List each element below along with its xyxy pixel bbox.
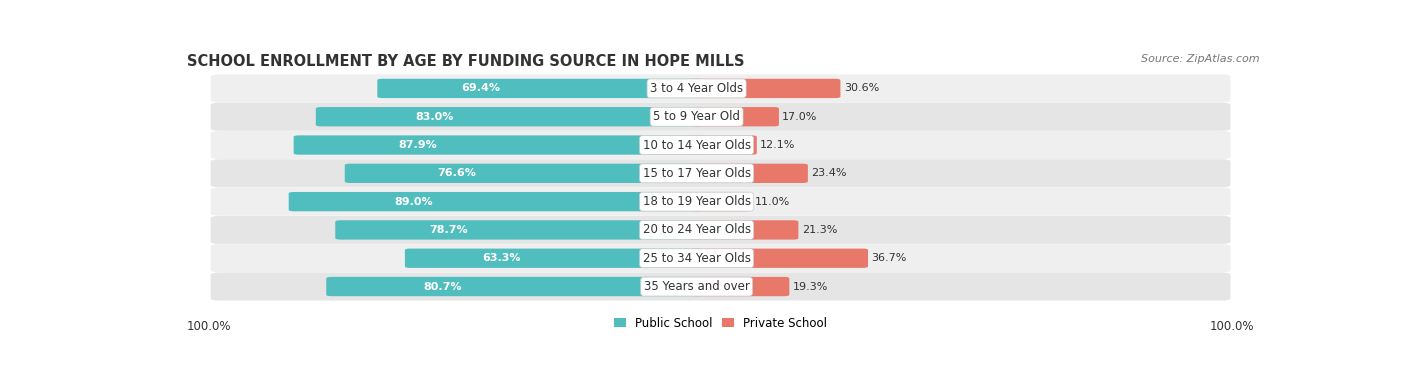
Text: 25 to 34 Year Olds: 25 to 34 Year Olds — [643, 252, 751, 265]
Text: 87.9%: 87.9% — [398, 140, 437, 150]
FancyBboxPatch shape — [692, 248, 868, 268]
FancyBboxPatch shape — [211, 273, 1230, 300]
Text: 12.1%: 12.1% — [761, 140, 796, 150]
Text: 89.0%: 89.0% — [395, 197, 433, 207]
Text: 69.4%: 69.4% — [461, 83, 501, 93]
FancyBboxPatch shape — [288, 192, 702, 211]
Text: 11.0%: 11.0% — [755, 197, 790, 207]
Text: 18 to 19 Year Olds: 18 to 19 Year Olds — [643, 195, 751, 208]
Text: 15 to 17 Year Olds: 15 to 17 Year Olds — [643, 167, 751, 180]
Text: 3 to 4 Year Olds: 3 to 4 Year Olds — [650, 82, 744, 95]
FancyBboxPatch shape — [692, 79, 841, 98]
FancyBboxPatch shape — [294, 135, 702, 155]
FancyBboxPatch shape — [335, 220, 702, 240]
Text: 19.3%: 19.3% — [793, 282, 828, 291]
Text: SCHOOL ENROLLMENT BY AGE BY FUNDING SOURCE IN HOPE MILLS: SCHOOL ENROLLMENT BY AGE BY FUNDING SOUR… — [187, 54, 744, 69]
Text: 80.7%: 80.7% — [423, 282, 461, 291]
FancyBboxPatch shape — [211, 103, 1230, 131]
FancyBboxPatch shape — [692, 107, 779, 126]
FancyBboxPatch shape — [692, 277, 789, 296]
FancyBboxPatch shape — [211, 188, 1230, 216]
Text: 100.0%: 100.0% — [187, 320, 231, 333]
Text: 100.0%: 100.0% — [1211, 320, 1254, 333]
FancyBboxPatch shape — [692, 220, 799, 240]
Text: 78.7%: 78.7% — [430, 225, 468, 235]
FancyBboxPatch shape — [211, 159, 1230, 187]
Text: 30.6%: 30.6% — [844, 83, 879, 93]
Text: 36.7%: 36.7% — [872, 253, 907, 263]
Text: 23.4%: 23.4% — [811, 168, 846, 178]
FancyBboxPatch shape — [326, 277, 702, 296]
FancyBboxPatch shape — [211, 131, 1230, 159]
Text: 17.0%: 17.0% — [782, 112, 817, 122]
Text: 5 to 9 Year Old: 5 to 9 Year Old — [654, 110, 740, 123]
Legend: Public School, Private School: Public School, Private School — [614, 317, 827, 329]
FancyBboxPatch shape — [211, 216, 1230, 244]
Text: 21.3%: 21.3% — [801, 225, 837, 235]
FancyBboxPatch shape — [692, 192, 752, 211]
Text: 83.0%: 83.0% — [415, 112, 454, 122]
Text: 35 Years and over: 35 Years and over — [644, 280, 749, 293]
FancyBboxPatch shape — [692, 164, 808, 183]
Text: Source: ZipAtlas.com: Source: ZipAtlas.com — [1142, 54, 1260, 64]
FancyBboxPatch shape — [377, 79, 702, 98]
Text: 20 to 24 Year Olds: 20 to 24 Year Olds — [643, 224, 751, 236]
Text: 10 to 14 Year Olds: 10 to 14 Year Olds — [643, 138, 751, 152]
FancyBboxPatch shape — [405, 248, 702, 268]
FancyBboxPatch shape — [692, 135, 756, 155]
Text: 76.6%: 76.6% — [437, 168, 475, 178]
FancyBboxPatch shape — [316, 107, 702, 126]
Text: 63.3%: 63.3% — [482, 253, 520, 263]
FancyBboxPatch shape — [344, 164, 702, 183]
FancyBboxPatch shape — [211, 244, 1230, 272]
FancyBboxPatch shape — [211, 74, 1230, 103]
